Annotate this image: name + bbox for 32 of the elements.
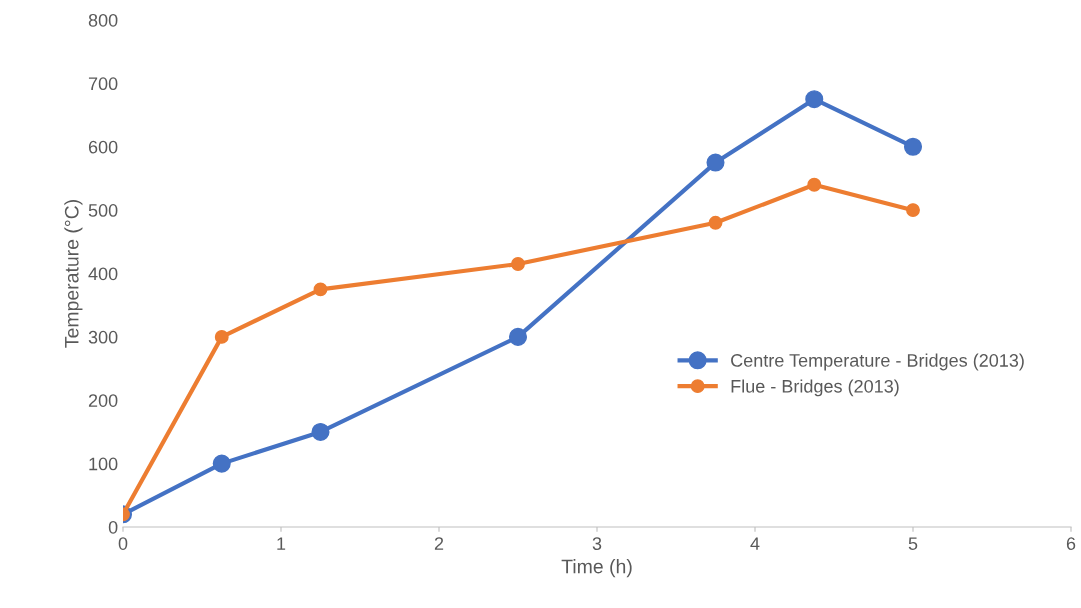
x-tick-label: 0 (118, 537, 128, 550)
y-tick-label: 100 (89, 457, 118, 471)
y-axis-title: Temperature (°C) (64, 200, 83, 348)
y-tick-label: 300 (88, 330, 118, 344)
x-tick-label: 6 (1066, 537, 1076, 550)
point (212, 454, 231, 473)
point (903, 137, 923, 156)
point (805, 90, 824, 109)
y-tick-label: 400 (88, 267, 118, 281)
y-tick-label: 0 (108, 520, 118, 534)
point (906, 203, 920, 218)
legend-label: Centre Temperature - Bridges (2013) (731, 353, 1024, 371)
x-tick-label: 4 (750, 537, 760, 550)
point (311, 422, 330, 441)
point (807, 177, 822, 192)
x-axis-title: Time (h) (561, 559, 632, 578)
point (313, 282, 328, 297)
y-tick-label: 700 (88, 77, 118, 91)
point (214, 329, 229, 344)
point (708, 215, 723, 230)
y-tick-label: 800 (88, 13, 118, 27)
x-tick-label: 1 (277, 537, 286, 550)
y-tick-label: 200 (88, 394, 118, 407)
point (706, 153, 725, 172)
y-tick-label: 500 (88, 204, 118, 217)
x-tick-label: 5 (908, 537, 918, 550)
x-tick-label: 3 (592, 537, 602, 550)
x-tick-label: 2 (434, 537, 444, 550)
legend-label: Flue - Bridges (2013) (731, 379, 899, 397)
point (511, 257, 525, 271)
y-tick-label: 600 (88, 140, 118, 154)
point (508, 327, 528, 346)
